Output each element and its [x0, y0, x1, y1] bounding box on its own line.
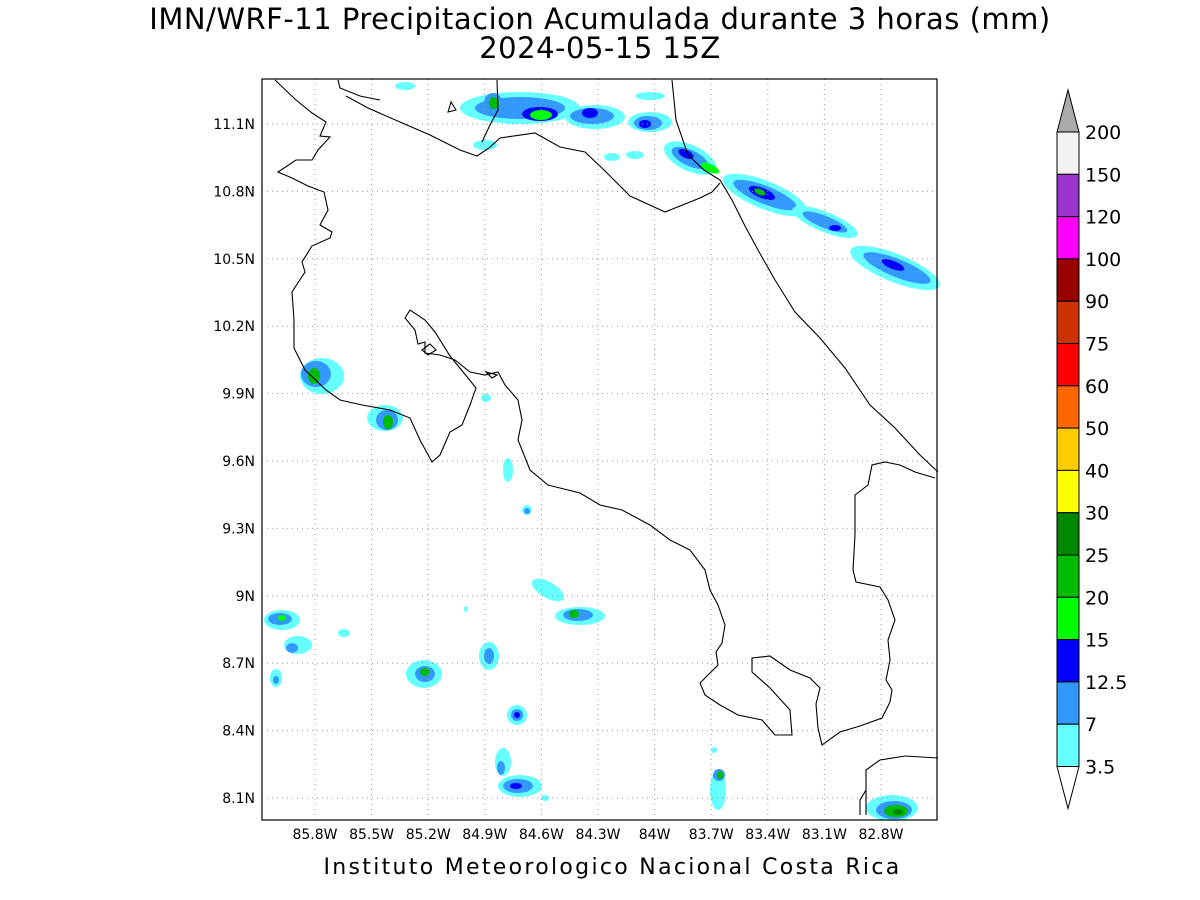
legend-swatch: [1056, 512, 1080, 556]
border-nicaragua: [345, 95, 721, 213]
lon-label: 83.7W: [689, 827, 734, 843]
rain-nicoya: [300, 358, 532, 515]
precipitation-layer: [264, 82, 940, 821]
legend-swatch: [1056, 216, 1080, 260]
legend-label: 12.5: [1085, 672, 1127, 694]
border-panama: [865, 755, 939, 815]
legend-swatch: [1056, 343, 1080, 387]
legend-label: 120: [1085, 207, 1121, 229]
lon-label: 85.5W: [349, 827, 394, 843]
legend-swatch: [1056, 469, 1080, 514]
map-frame: [261, 78, 938, 821]
lat-label: 8.7N: [222, 656, 255, 672]
lat-label: 10.5N: [213, 252, 255, 268]
legend-swatch: [1056, 258, 1080, 302]
lon-label: 85.8W: [292, 827, 337, 843]
legend-label: 3.5: [1085, 757, 1115, 779]
legend-swatch: [1056, 554, 1080, 598]
map-subtitle: 2024-05-15 15Z: [479, 31, 721, 65]
legend-label: 200: [1085, 122, 1121, 144]
legend-swatch: [1056, 300, 1080, 345]
longitude-labels: 85.8W 85.5W 85.2W 84.9W 84.6W 84.3W 84W 83.7W 83…: [292, 827, 903, 843]
map-title: IMN/WRF-11 Precipitacion Acumulada duran…: [149, 2, 1051, 36]
lon-label: 84.9W: [462, 827, 507, 843]
legend-label: 40: [1085, 460, 1109, 482]
lat-label: 10.8N: [213, 184, 255, 200]
legend-label: 7: [1085, 714, 1097, 736]
coastlines: [274, 79, 939, 815]
lat-label: 8.1N: [222, 791, 255, 807]
legend-label: 150: [1085, 164, 1121, 186]
lat-label: 9.3N: [222, 521, 255, 537]
coast-pacific-north: [274, 79, 936, 746]
lat-label: 10.2N: [213, 319, 255, 335]
map-grid: [262, 79, 937, 820]
lat-label: 9N: [236, 589, 255, 605]
legend-swatch: [1056, 385, 1080, 429]
coast-lake: [337, 79, 381, 101]
legend-arrow-top: [1056, 88, 1080, 133]
lat-label: 9.6N: [222, 454, 255, 470]
lon-label: 83.1W: [802, 827, 847, 843]
credit-footer: Instituto Meteorologico Nacional Costa R…: [0, 855, 1200, 880]
rain-south: [264, 578, 918, 821]
legend-label: 15: [1085, 630, 1109, 652]
legend-swatch: [1056, 723, 1080, 768]
legend-label: 20: [1085, 587, 1109, 609]
coast-caribbean: [671, 79, 939, 473]
lat-label: 9.9N: [222, 387, 255, 403]
legend-swatch: [1056, 681, 1080, 725]
legend-label: 25: [1085, 545, 1109, 567]
legend-swatch: [1056, 173, 1080, 218]
lon-label: 84.3W: [575, 827, 620, 843]
latitude-labels: 11.1N 10.8N 10.5N 10.2N 9.9N 9.6N 9.3N 9N 8.7N 8.…: [213, 117, 255, 807]
lon-label: 82.8W: [858, 827, 903, 843]
legend-label: 60: [1085, 376, 1109, 398]
legend-arrow-bottom: [1056, 766, 1080, 811]
credit-text: Instituto Meteorologico Nacional Costa R…: [323, 855, 902, 880]
legend-swatch: [1056, 639, 1080, 683]
lon-label: 85.2W: [406, 827, 451, 843]
lon-label: 84.6W: [519, 827, 564, 843]
legend-label: 90: [1085, 291, 1109, 313]
lon-label: 84W: [639, 827, 671, 843]
legend-label: 100: [1085, 249, 1121, 271]
lat-label: 8.4N: [222, 724, 255, 740]
legend-swatch: [1056, 131, 1080, 175]
legend-swatch: [1056, 596, 1080, 641]
legend-label: 30: [1085, 503, 1109, 525]
legend-label: 75: [1085, 334, 1109, 356]
legend-swatch: [1056, 427, 1080, 471]
rain-band-north: [395, 82, 940, 291]
legend-label: 50: [1085, 418, 1109, 440]
lon-label: 83.4W: [745, 827, 790, 843]
lat-label: 11.1N: [213, 117, 255, 133]
color-legend: 200 150 120 100 90 75 60 50 40 30 25 20 15 12.5 7 3.5: [1056, 88, 1127, 811]
